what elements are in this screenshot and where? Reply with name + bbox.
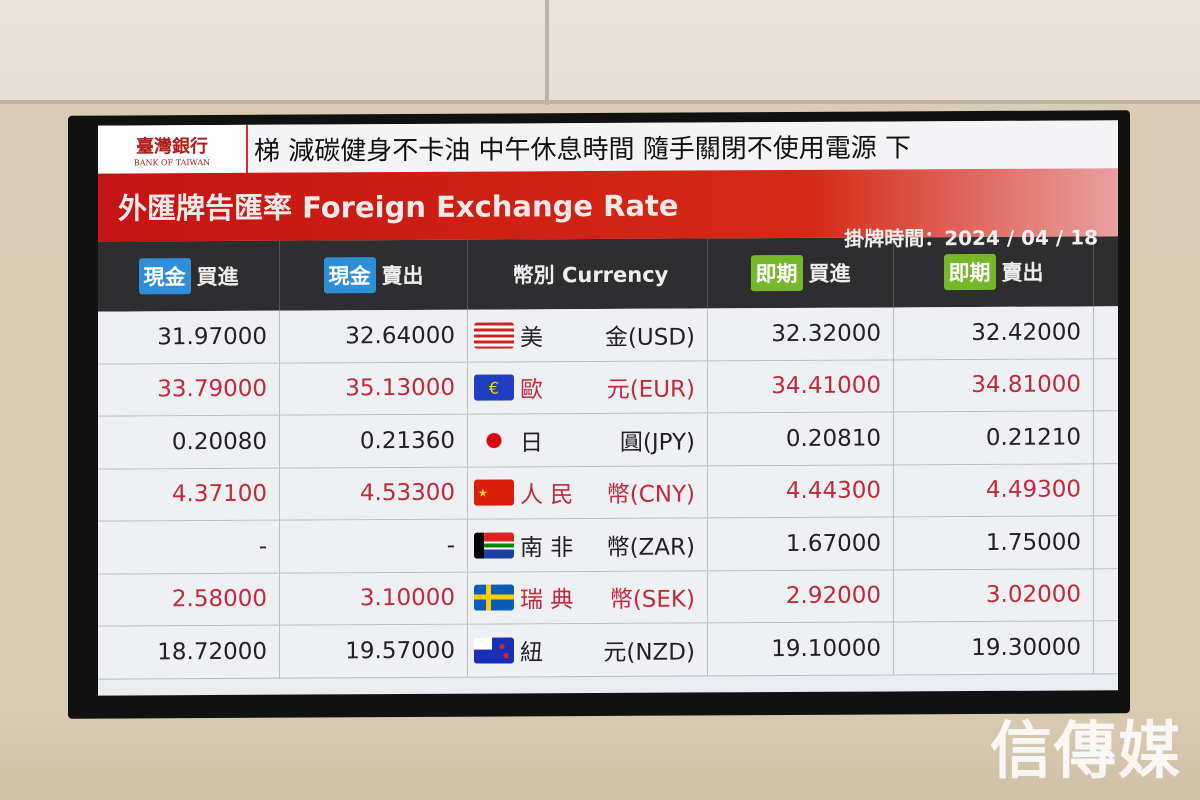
currency-code: 元(EUR) — [606, 376, 695, 404]
spot-sell-value: 0.21210 — [894, 411, 1094, 464]
currency-code: 幣(SEK) — [609, 586, 695, 614]
table-row: 0.20080 0.21360 日 圓(JPY) 0.20810 0.21210 — [98, 411, 1118, 470]
title-band: 外匯牌告匯率 Foreign Exchange Rate 掛牌時間：2024 /… — [98, 168, 1118, 251]
currency-cell: 日 圓(JPY) — [468, 413, 708, 467]
currency-cell: 南 非 幣(ZAR) — [468, 518, 708, 572]
currency-name: 瑞 典 — [520, 587, 574, 614]
ceiling-seam — [545, 0, 549, 105]
cash-buy-value: 33.79000 — [98, 363, 280, 416]
cash-buy-value: 2.58000 — [98, 573, 280, 626]
spot-buy-value: 2.92000 — [708, 569, 894, 623]
us-flag-icon — [474, 322, 514, 349]
cash-sell-value: 19.57000 — [280, 624, 468, 678]
header-cash-buy: 現金 買進 — [98, 240, 280, 312]
spot-buy-value: 19.10000 — [708, 622, 894, 675]
cash-buy-value: 18.72000 — [98, 625, 280, 679]
table-row: 33.79000 35.13000 € 歐 元(EUR) 34.41000 34.… — [98, 358, 1118, 417]
currency-cell: 紐 元(NZD) — [468, 623, 708, 677]
currency-code: 元(NZD) — [603, 639, 695, 666]
spot-sell-value: 32.42000 — [894, 306, 1094, 359]
currency-name: 日 — [520, 430, 543, 457]
cash-sell-value: - — [280, 519, 468, 573]
euro-icon: € — [474, 374, 514, 401]
cash-buy-value: 31.97000 — [98, 310, 280, 364]
spot-badge: 即期 — [943, 253, 996, 291]
bank-name-en: BANK OF TAIWAN — [133, 157, 211, 167]
posted-time: 掛牌時間：2024 / 04 / 18 — [844, 225, 1098, 251]
cash-sell-value: 0.21360 — [280, 414, 468, 468]
cash-buy-value: 4.37100 — [98, 468, 280, 521]
sell-label: 賣出 — [1001, 260, 1044, 285]
page-title: 外匯牌告匯率 Foreign Exchange Rate — [118, 188, 679, 226]
currency-cell: 美 金(USD) — [468, 308, 708, 362]
currency-code: 幣(ZAR) — [606, 534, 695, 561]
currency-name: 人 民 — [520, 482, 574, 509]
cash-badge: 現金 — [138, 258, 191, 295]
table-row: 4.37100 4.53300 ★ 人 民 幣(CNY) 4.44300 4.49… — [98, 463, 1118, 522]
spot-sell-value: 4.49300 — [894, 463, 1094, 517]
spot-buy-value: 4.44300 — [708, 464, 894, 518]
bank-name: 臺灣銀行 — [136, 135, 208, 157]
table-row: 18.72000 19.57000 紐 元(NZD) 19.10000 19.30… — [98, 621, 1118, 680]
spot-sell-value: 19.30000 — [894, 621, 1094, 674]
currency-name: 歐 — [520, 377, 543, 404]
rate-table-body: 31.97000 32.64000 美 金(USD) 32.32000 32.42… — [98, 306, 1118, 680]
watermark: 信傳媒 — [989, 714, 1182, 787]
ticker-text: 梯 減碳健身不卡油 中午休息時間 隨手關閉不使用電源 下 — [254, 132, 912, 167]
south-africa-flag-icon — [474, 532, 514, 559]
spot-buy-value: 1.67000 — [708, 517, 894, 570]
buy-label: 買進 — [196, 264, 239, 290]
spot-badge: 即期 — [750, 254, 803, 292]
currency-name: 南 非 — [520, 534, 574, 562]
tv-monitor: 臺灣銀行 BANK OF TAIWAN 梯 減碳健身不卡油 中午休息時間 隨手關… — [68, 110, 1130, 719]
table-row: 2.58000 3.10000 瑞 典 幣(SEK) 2.92000 3.0200… — [98, 568, 1118, 627]
currency-code: 圓(JPY) — [619, 429, 695, 456]
currency-cell: ★ 人 民 幣(CNY) — [468, 465, 708, 519]
currency-code: 金(USD) — [604, 324, 695, 351]
spot-sell-value: 3.02000 — [894, 568, 1094, 622]
cash-sell-value: 35.13000 — [280, 362, 468, 415]
exchange-rate-board: 臺灣銀行 BANK OF TAIWAN 梯 減碳健身不卡油 中午休息時間 隨手關… — [98, 120, 1118, 696]
currency-name: 紐 — [520, 640, 543, 667]
ticker-bar: 臺灣銀行 BANK OF TAIWAN 梯 減碳健身不卡油 中午休息時間 隨手關… — [98, 120, 1118, 174]
spot-buy-value: 34.41000 — [708, 359, 894, 413]
ceiling-edge — [0, 100, 1200, 104]
spot-sell-value: 1.75000 — [894, 516, 1094, 569]
currency-code: 幣(CNY) — [606, 481, 695, 509]
sweden-flag-icon — [474, 584, 514, 611]
currency-name: 美 — [520, 325, 543, 352]
spot-buy-value: 32.32000 — [708, 307, 894, 360]
header-cash-sell: 現金 賣出 — [280, 239, 468, 311]
table-row: 31.97000 32.64000 美 金(USD) 32.32000 32.42… — [98, 306, 1118, 365]
japan-flag-icon — [474, 427, 514, 454]
cash-sell-value: 4.53300 — [280, 467, 468, 520]
header-currency: 幣別 Currency — [468, 238, 708, 310]
china-flag-icon: ★ — [474, 479, 514, 506]
cash-buy-value: - — [98, 520, 280, 574]
cash-buy-value: 0.20080 — [98, 415, 280, 469]
bank-logo: 臺灣銀行 BANK OF TAIWAN — [98, 124, 248, 174]
currency-cell: 瑞 典 幣(SEK) — [468, 570, 708, 624]
cash-badge: 現金 — [323, 257, 376, 294]
cash-sell-value: 3.10000 — [280, 572, 468, 625]
currency-label: 幣別 Currency — [512, 262, 669, 288]
sell-label: 賣出 — [381, 263, 424, 289]
cash-sell-value: 32.64000 — [280, 309, 468, 363]
table-row: - - 南 非 幣(ZAR) 1.67000 1.75000 — [98, 516, 1118, 575]
spot-buy-value: 0.20810 — [708, 412, 894, 465]
nz-flag-icon — [474, 637, 514, 664]
spot-sell-value: 34.81000 — [894, 358, 1094, 412]
currency-cell: € 歐 元(EUR) — [468, 360, 708, 414]
buy-label: 買進 — [808, 261, 851, 286]
